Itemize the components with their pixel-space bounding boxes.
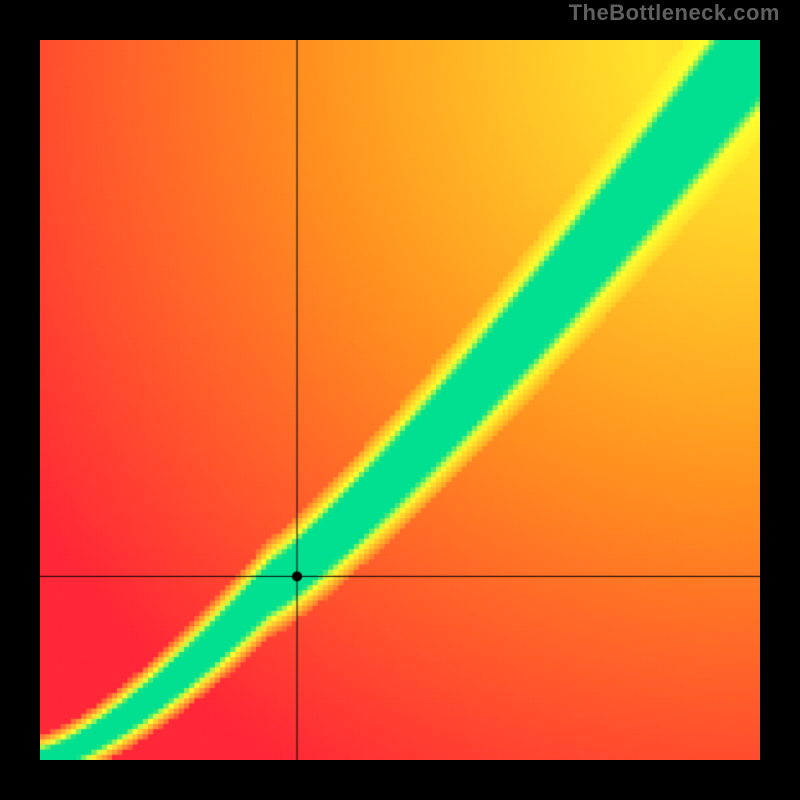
attribution-label: TheBottleneck.com [569,0,780,26]
bottleneck-heatmap [40,40,760,760]
chart-container: TheBottleneck.com [0,0,800,800]
